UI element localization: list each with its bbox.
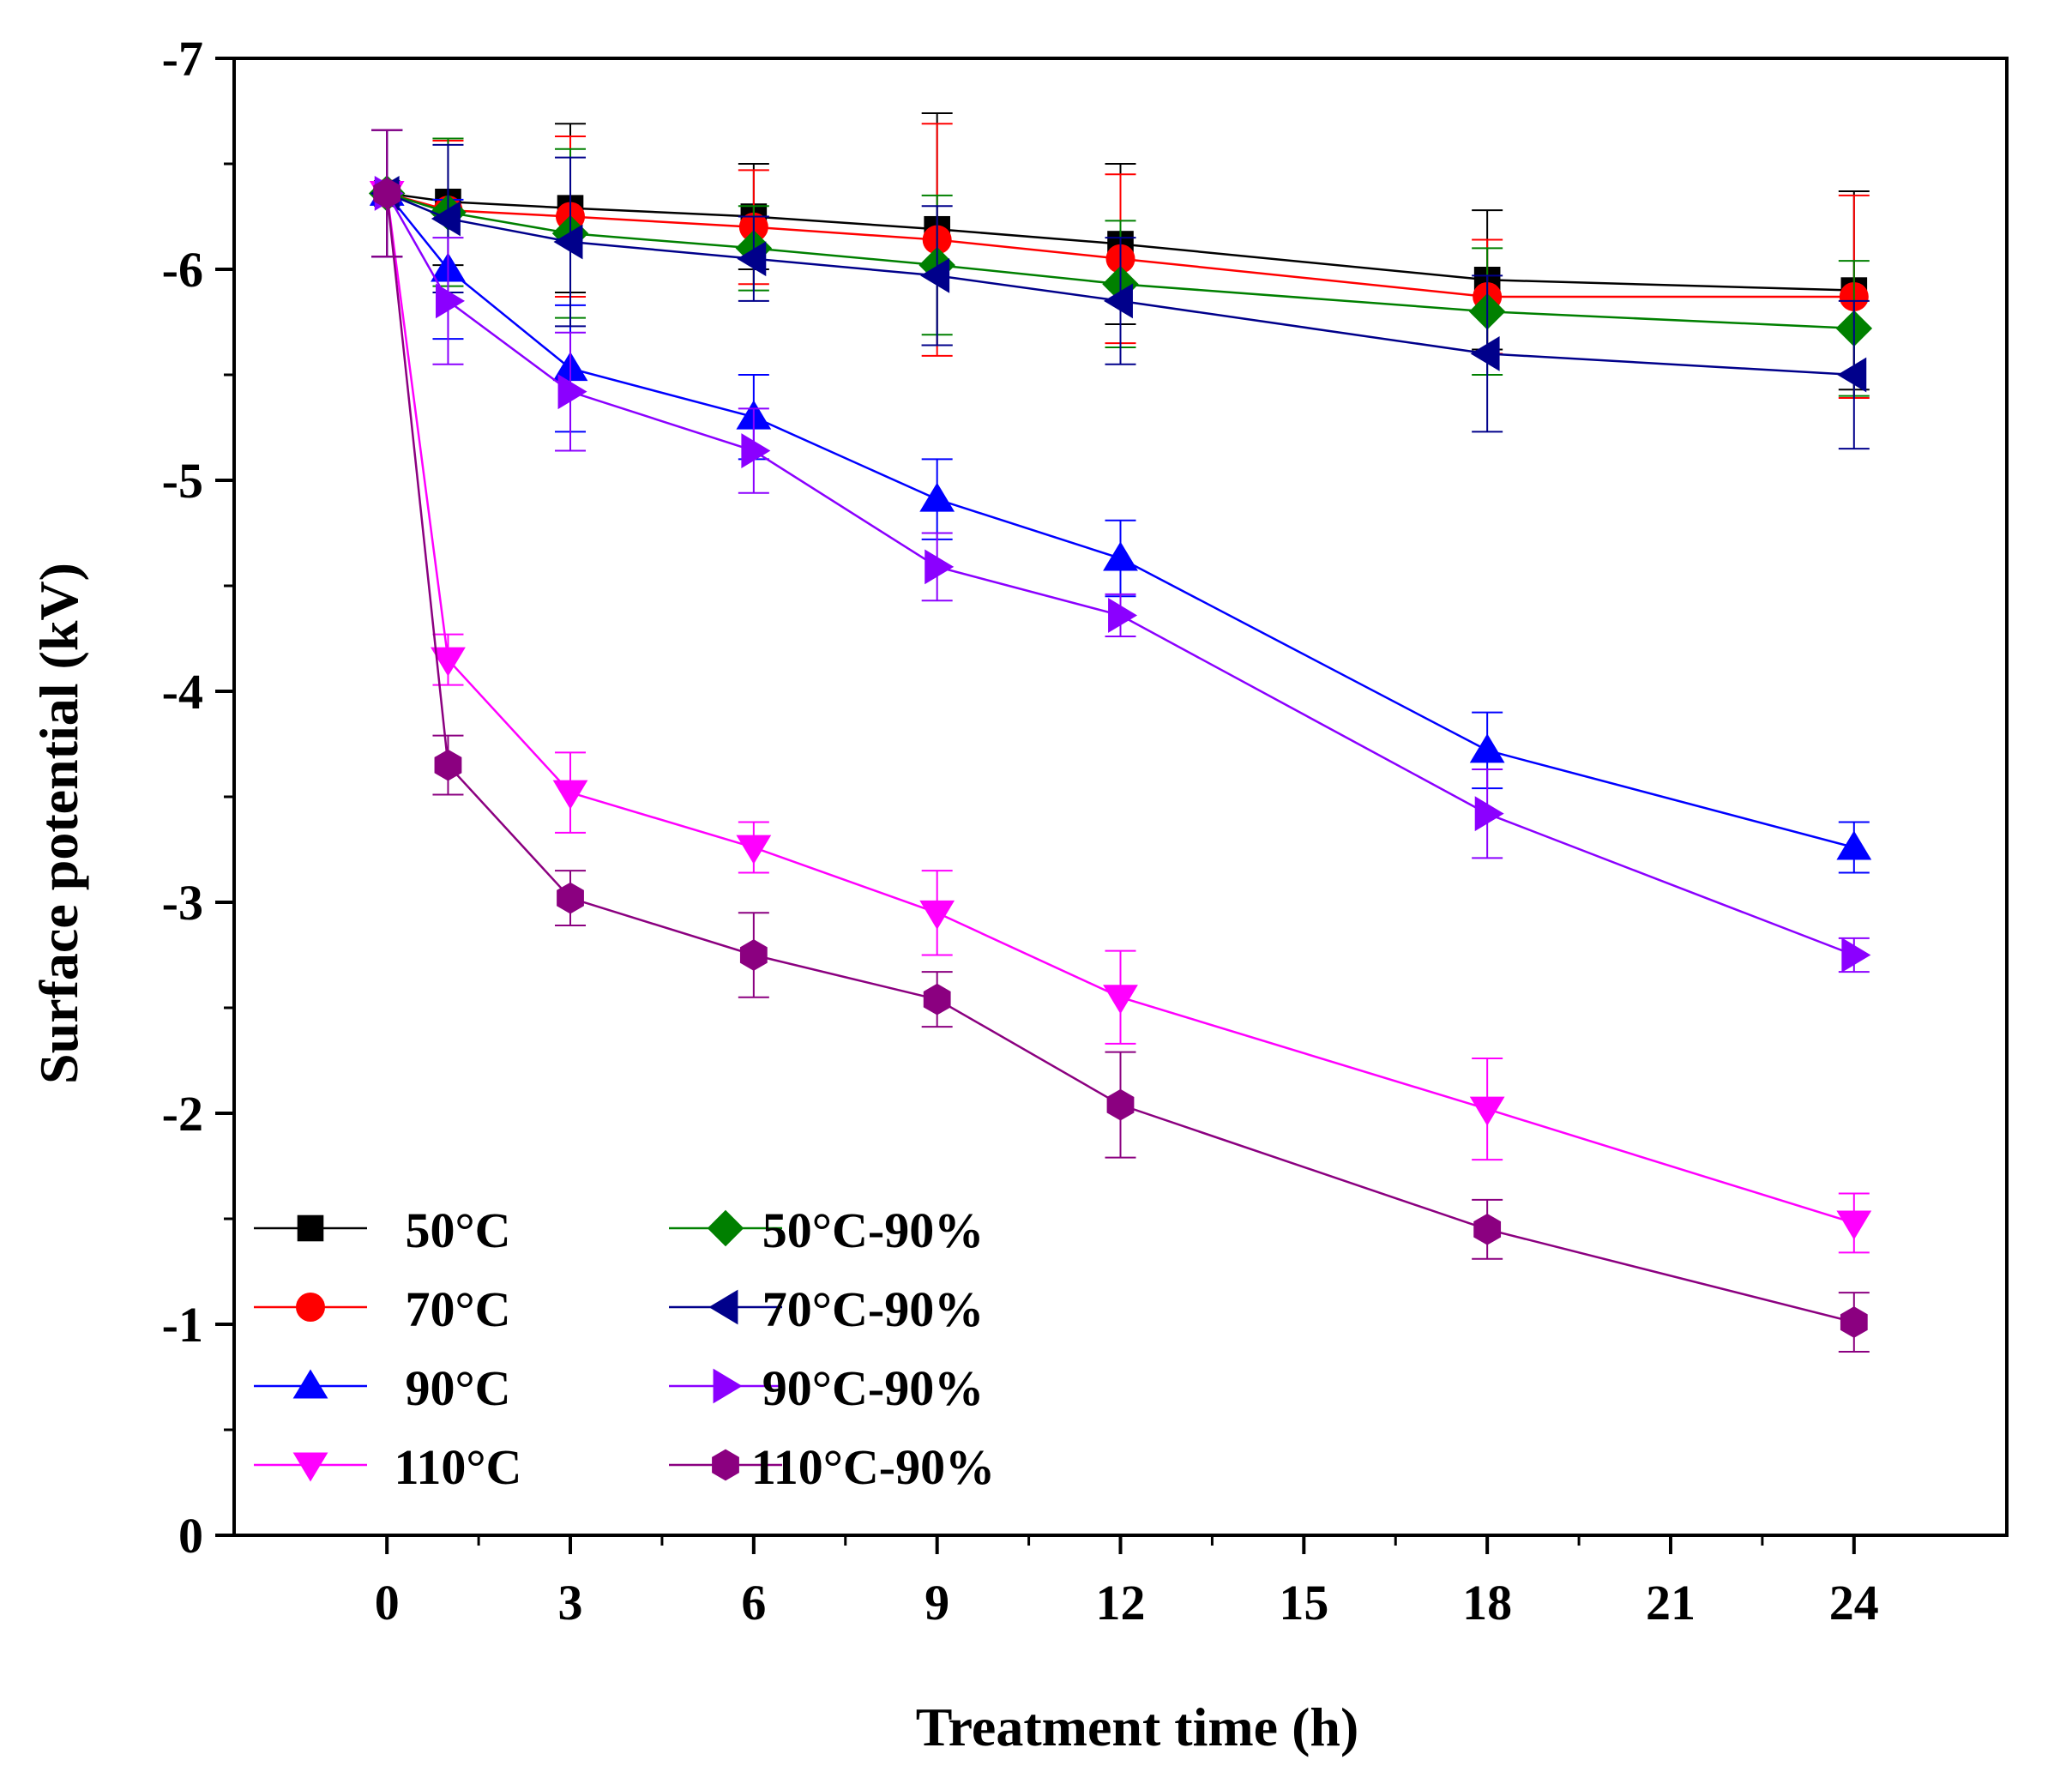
- legend-label: 110°C-90%: [751, 1439, 995, 1495]
- data-point: [737, 241, 767, 277]
- legend-label: 90°C: [405, 1360, 510, 1416]
- y-tick-label: -4: [162, 664, 203, 720]
- legend-item-1: 50°C: [254, 1202, 511, 1258]
- x-tick-label: 0: [375, 1575, 400, 1630]
- data-point: [557, 882, 584, 914]
- legend-marker: [713, 1368, 743, 1404]
- data-point: [553, 224, 583, 260]
- legend-label: 70°C-90%: [762, 1281, 984, 1337]
- series-line: [386, 192, 1855, 849]
- y-tick-label: -6: [162, 242, 203, 298]
- legend-label: 70°C: [405, 1281, 510, 1337]
- plot-area: [368, 112, 1873, 1353]
- legend-marker: [708, 1289, 738, 1325]
- legend-marker: [292, 1452, 328, 1482]
- data-point: [925, 549, 955, 585]
- x-tick-label: 21: [1646, 1575, 1696, 1630]
- legend-item-6: 70°C-90%: [669, 1281, 984, 1337]
- data-point: [1836, 830, 1872, 860]
- data-point: [434, 749, 462, 781]
- legend-label: 50°C: [405, 1202, 510, 1258]
- data-point: [1841, 937, 1871, 973]
- legend: 50°C 70°C 90°C 110°C 50°C-90% 70°C-90% 90°C-90…: [254, 1202, 995, 1495]
- legend-label: 90°C-90%: [762, 1360, 984, 1416]
- x-tick-label: 15: [1279, 1575, 1328, 1630]
- data-point: [1103, 985, 1138, 1015]
- legend-marker: [707, 1209, 744, 1247]
- data-point: [1470, 336, 1500, 371]
- data-point: [919, 482, 955, 512]
- y-tick-label: -3: [162, 875, 203, 931]
- legend-item-4: 110°C: [254, 1439, 521, 1495]
- legend-marker: [297, 1214, 324, 1242]
- data-point: [1108, 598, 1138, 633]
- data-point: [1469, 733, 1505, 763]
- series-line: [386, 192, 1854, 330]
- axes: 0 3 6 9 12 15 18 21 24 0 -1 -2 -3 -4 -5 -6 -7: [162, 31, 2009, 1630]
- legend-item-8: 110°C-90%: [669, 1439, 995, 1495]
- legend-label: 110°C: [395, 1439, 522, 1495]
- data-point: [919, 900, 955, 930]
- y-axis-title: Surface potential (kV): [28, 563, 89, 1084]
- x-tick-label: 6: [741, 1575, 766, 1630]
- x-tick-label: 3: [558, 1575, 583, 1630]
- y-tick-label: 0: [178, 1508, 203, 1564]
- legend-item-2: 70°C: [254, 1281, 511, 1337]
- x-tick-label: 18: [1462, 1575, 1512, 1630]
- data-point: [1103, 283, 1133, 319]
- data-point: [739, 939, 768, 971]
- data-point: [1103, 541, 1138, 571]
- data-point: [436, 283, 466, 319]
- data-point: [431, 647, 466, 677]
- data-point: [1469, 1096, 1505, 1126]
- series-8: [371, 129, 1870, 1353]
- data-point: [741, 433, 771, 468]
- data-point: [1840, 1306, 1868, 1338]
- y-tick-label: -5: [162, 453, 203, 509]
- series-line: [386, 192, 1855, 956]
- data-point: [1836, 1210, 1872, 1240]
- legend-item-5: 50°C-90%: [669, 1202, 984, 1258]
- series-line: [386, 192, 1854, 377]
- data-point: [557, 374, 587, 410]
- data-point: [552, 780, 588, 810]
- x-tick-label: 9: [925, 1575, 949, 1630]
- series-line: [385, 193, 1855, 1225]
- legend-label: 50°C-90%: [762, 1202, 984, 1258]
- data-point: [373, 178, 401, 209]
- legend-marker: [296, 1293, 325, 1322]
- series-line: [386, 192, 1854, 298]
- legend-marker: [712, 1449, 739, 1481]
- legend-item-3: 90°C: [254, 1360, 511, 1416]
- series-line: [387, 192, 1854, 292]
- y-tick-label: -7: [162, 31, 203, 87]
- data-point: [431, 201, 461, 237]
- series-line: [385, 193, 1855, 1323]
- data-point: [920, 257, 950, 293]
- data-point: [1106, 1088, 1135, 1121]
- data-point: [736, 835, 772, 865]
- data-point: [1837, 357, 1867, 393]
- legend-item-7: 90°C-90%: [669, 1360, 984, 1416]
- x-tick-label: 12: [1096, 1575, 1146, 1630]
- x-tick-label: 24: [1829, 1575, 1879, 1630]
- y-tick-label: -2: [162, 1086, 203, 1142]
- data-point: [923, 983, 951, 1016]
- y-tick-label: -1: [162, 1297, 203, 1353]
- data-point: [1474, 796, 1504, 832]
- data-point: [1473, 1213, 1502, 1245]
- legend-marker: [292, 1369, 328, 1399]
- x-axis-title: Treatment time (h): [916, 1697, 1359, 1757]
